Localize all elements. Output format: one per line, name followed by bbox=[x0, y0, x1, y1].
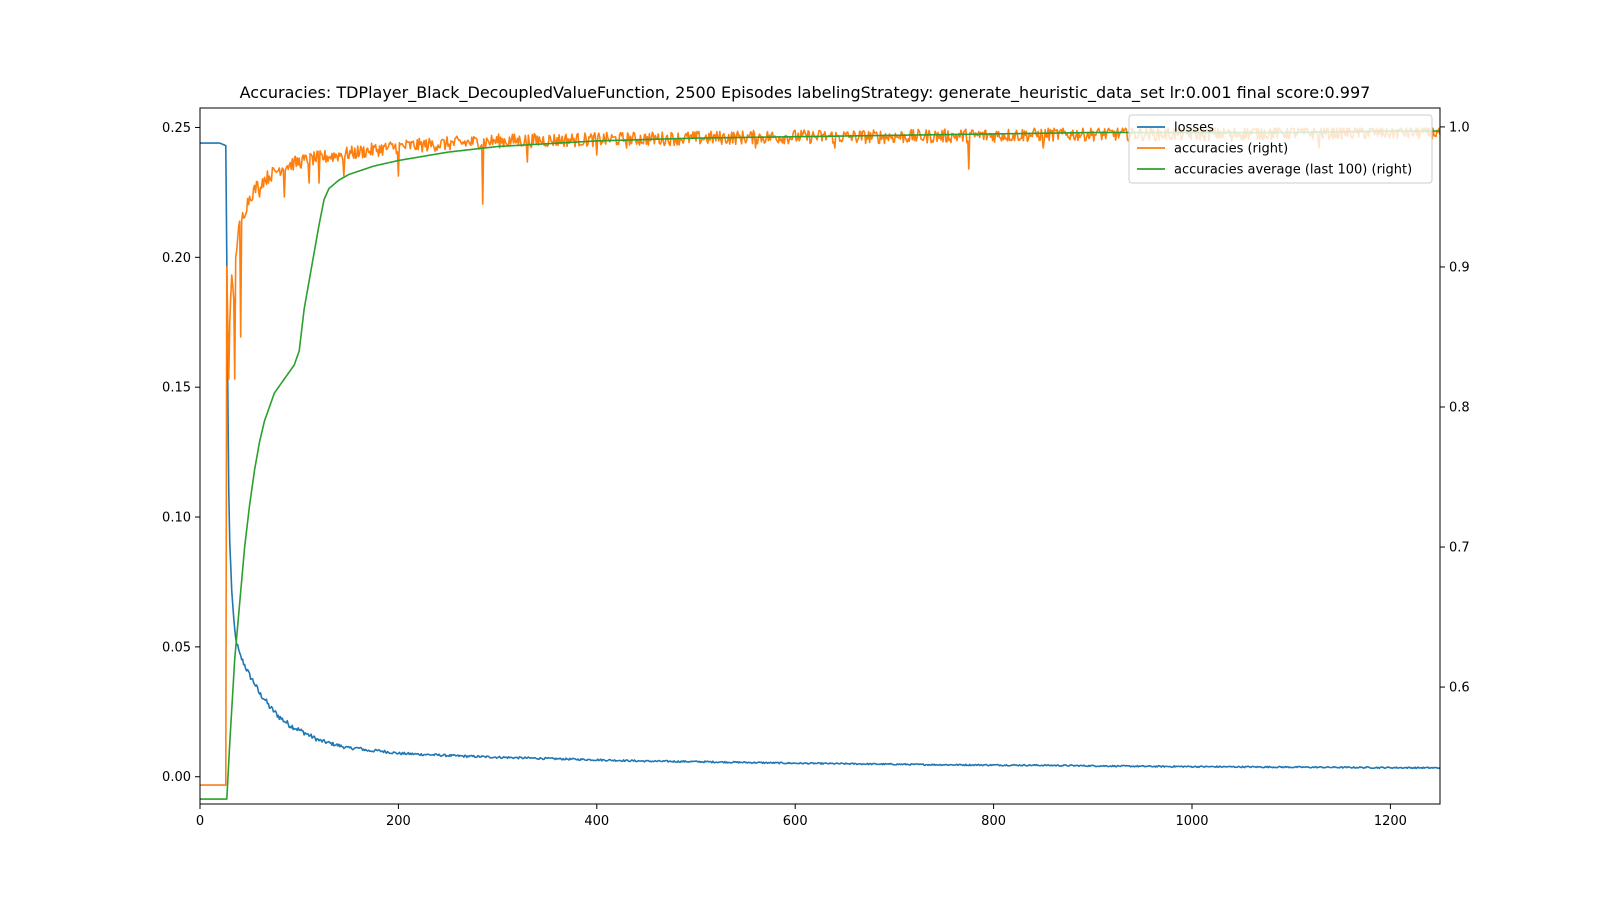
series-line-1 bbox=[200, 127, 1441, 786]
y-tick-label: 0.05 bbox=[162, 640, 191, 655]
y-tick-label: 0.10 bbox=[162, 511, 191, 526]
x-tick-label: 200 bbox=[386, 814, 411, 829]
x-tick-label: 1200 bbox=[1374, 814, 1407, 829]
x-tick-label: 800 bbox=[981, 814, 1006, 829]
y-axis-left: 0.00 0.05 0.10 0.15 0.20 0.25 bbox=[162, 121, 200, 785]
legend-box bbox=[1128, 114, 1433, 184]
legend-label: accuracies average (last 100) (right) bbox=[1174, 163, 1412, 178]
y2-tick-label: 0.6 bbox=[1449, 681, 1470, 696]
series-line-0 bbox=[200, 142, 1441, 770]
legend-label: losses bbox=[1174, 121, 1214, 136]
x-tick-label: 400 bbox=[584, 814, 609, 829]
legend-label: accuracies (right) bbox=[1174, 142, 1288, 157]
y-tick-label: 0.20 bbox=[162, 251, 191, 266]
y2-tick-label: 1.0 bbox=[1449, 120, 1470, 135]
x-tick-label: 1000 bbox=[1175, 814, 1208, 829]
y2-tick-label: 0.8 bbox=[1449, 400, 1470, 415]
plot-lines bbox=[200, 127, 1441, 800]
y2-tick-label: 0.9 bbox=[1449, 260, 1470, 275]
legend: losses accuracies (right) accuracies avera… bbox=[1128, 114, 1433, 184]
y-tick-label: 0.00 bbox=[162, 770, 191, 785]
x-axis: 0 200 400 600 800 1000 1200 bbox=[196, 804, 1407, 829]
y-tick-label: 0.15 bbox=[162, 381, 191, 396]
y-tick-label: 0.25 bbox=[162, 121, 191, 136]
x-tick-label: 600 bbox=[783, 814, 808, 829]
series-line-2 bbox=[200, 130, 1440, 800]
y2-tick-label: 0.7 bbox=[1449, 541, 1470, 556]
x-tick-label: 0 bbox=[196, 814, 204, 829]
chart-title: Accuracies: TDPlayer_Black_DecoupledValu… bbox=[240, 83, 1371, 103]
y-axis-right: 0.6 0.7 0.8 0.9 1.0 bbox=[1440, 120, 1470, 696]
plot-frame bbox=[199, 107, 1441, 805]
